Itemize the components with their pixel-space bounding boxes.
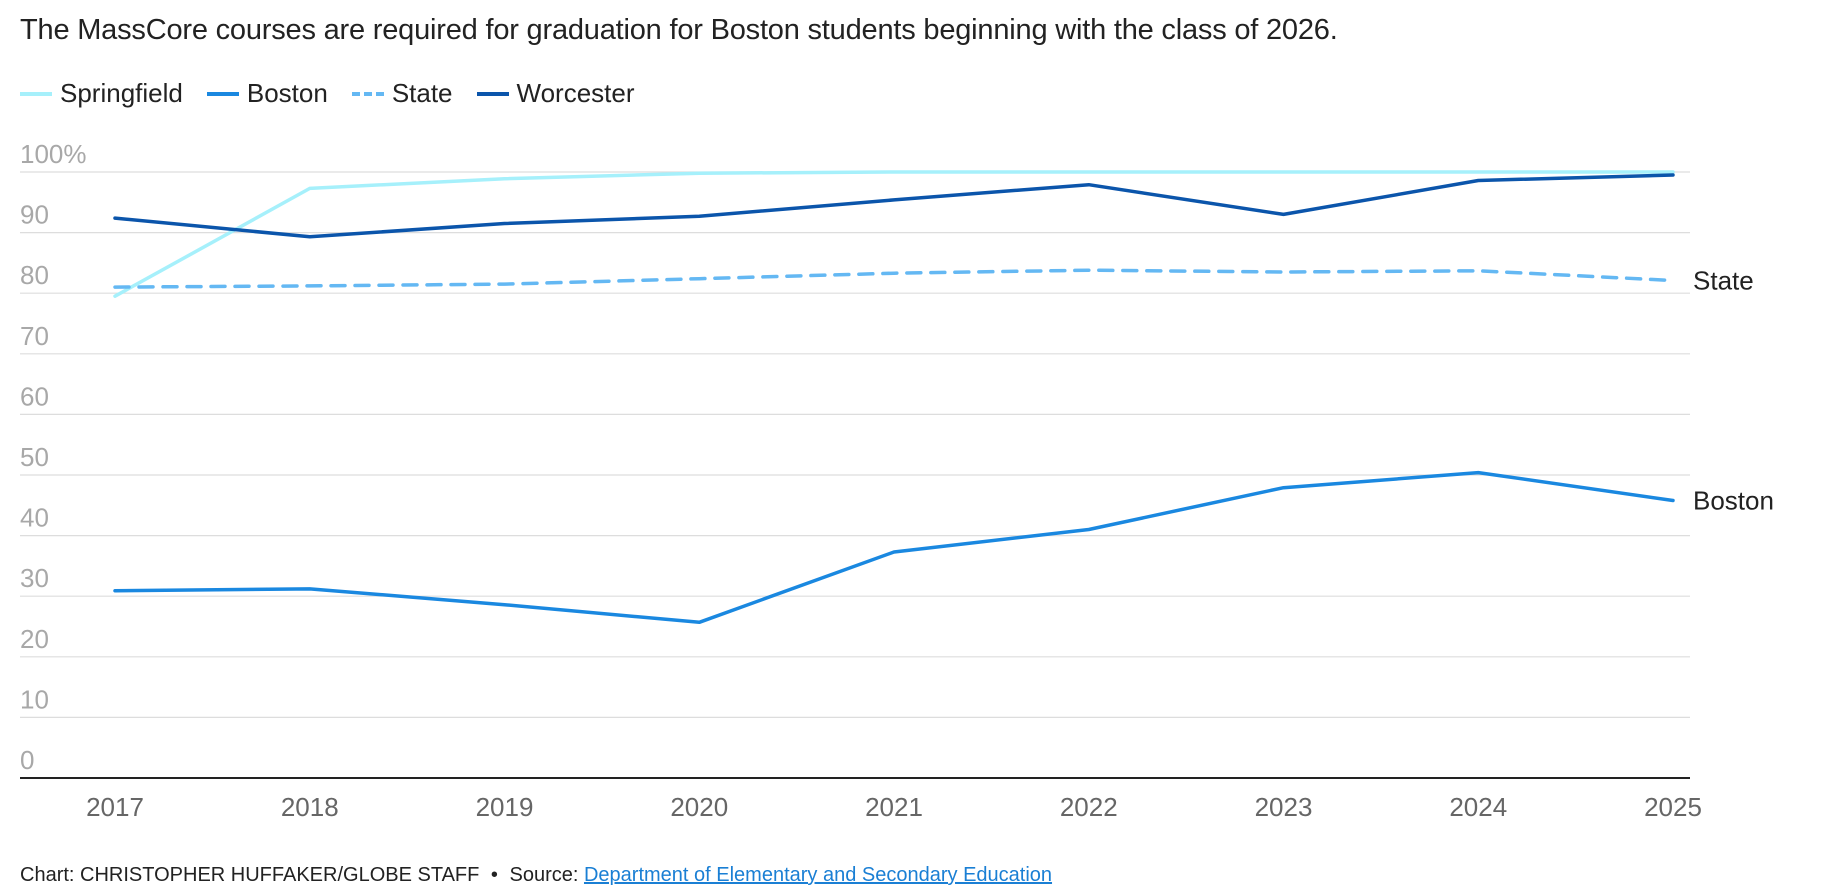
legend-label-boston: Boston [246, 78, 328, 108]
series-lines [113, 170, 1675, 625]
y-tick-label-40: 40 [20, 503, 49, 533]
x-tick-label-2020: 2020 [670, 792, 728, 820]
x-tick-label-2019: 2019 [476, 792, 534, 820]
y-tick-label-90: 90 [20, 200, 49, 230]
x-tick-label-2025: 2025 [1644, 792, 1702, 820]
legend-swatch-springfield [20, 91, 52, 96]
legend-label-worcester: Worcester [516, 78, 635, 108]
end-labels: Boston State [1693, 265, 1774, 515]
chart-subtitle: The MassCore courses are required for gr… [20, 14, 1338, 46]
y-tick-label-30: 30 [20, 563, 49, 593]
y-tick-label-80: 80 [20, 260, 49, 290]
x-tick-label-2024: 2024 [1449, 792, 1507, 820]
end-label-state: State [1693, 265, 1754, 295]
legend-item-state: State [351, 78, 453, 109]
y-tick-label-10: 10 [20, 684, 49, 714]
line-chart: 0 10 20 30 40 50 60 70 80 90 100% 2017 2018 2019 2020… [20, 139, 1774, 820]
x-axis-ticks: 2017 2018 2019 2020 2021 2022 2023 2024 2025 [86, 792, 1702, 820]
series-line-boston [113, 470, 1675, 625]
legend-swatch-boston [206, 91, 239, 96]
legend-swatch-worcester [476, 91, 509, 96]
x-tick-label-2023: 2023 [1255, 792, 1313, 820]
x-tick-label-2018: 2018 [281, 792, 339, 820]
chart-legend: Springfield Boston State Worcester [20, 78, 635, 109]
y-tick-label-60: 60 [20, 381, 49, 411]
legend-label-springfield: Springfield [60, 78, 183, 108]
y-tick-label-70: 70 [20, 321, 49, 351]
series-line-springfield [113, 170, 1675, 298]
x-tick-label-2017: 2017 [86, 792, 144, 820]
y-tick-label-0: 0 [20, 745, 34, 775]
legend-label-state: State [391, 78, 453, 108]
chart-credit: Chart: CHRISTOPHER HUFFAKER/GLOBE STAFF [20, 864, 480, 886]
source-prefix: Source: [509, 864, 579, 886]
source-link[interactable]: Department of Elementary and Secondary E… [583, 864, 1053, 886]
y-tick-label-20: 20 [20, 624, 49, 654]
y-tick-label-100: 100% [20, 139, 87, 169]
legend-item-springfield: Springfield [20, 78, 183, 109]
y-tick-label-50: 50 [20, 442, 49, 472]
gridlines [20, 171, 1690, 779]
legend-item-worcester: Worcester [476, 78, 635, 109]
footer-separator: • [490, 864, 498, 886]
series-line-worcester [113, 173, 1675, 239]
y-axis-ticks: 0 10 20 30 40 50 60 70 80 90 100% [20, 139, 87, 775]
end-label-boston: Boston [1693, 485, 1774, 515]
x-tick-label-2021: 2021 [865, 792, 923, 820]
chart-footer: Chart: CHRISTOPHER HUFFAKER/GLOBE STAFF … [20, 864, 1052, 887]
legend-swatch-state [351, 91, 384, 96]
series-line-state [113, 268, 1675, 289]
legend-item-boston: Boston [206, 78, 328, 109]
x-tick-label-2022: 2022 [1060, 792, 1118, 820]
